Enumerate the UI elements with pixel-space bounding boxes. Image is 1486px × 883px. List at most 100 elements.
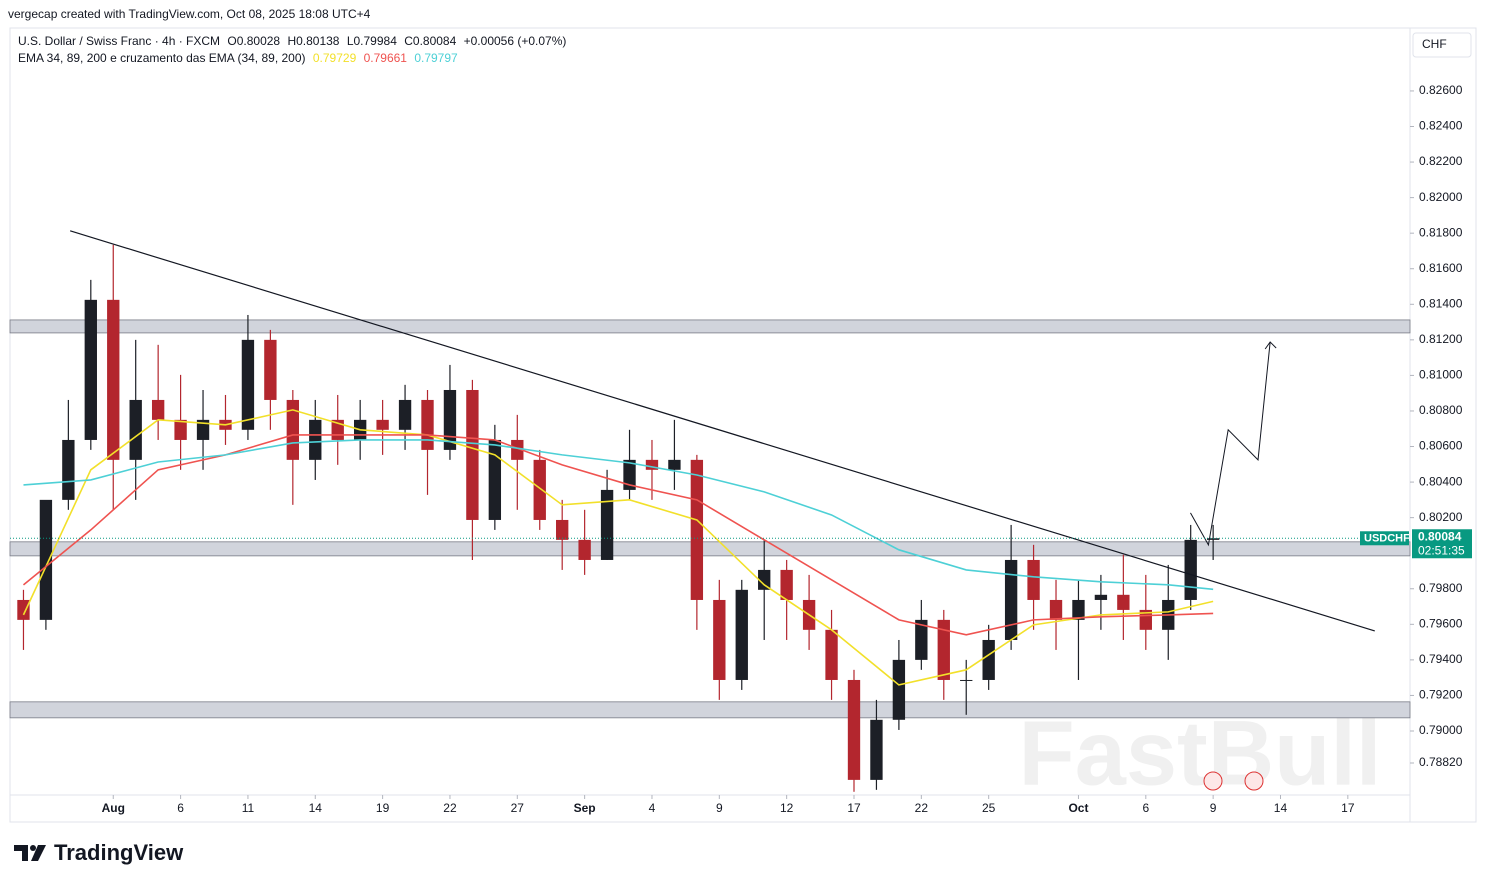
candle-body [129, 399, 142, 460]
candle-body [309, 419, 322, 460]
candle-body [690, 459, 704, 600]
candle-body [847, 679, 861, 780]
candle-body [556, 519, 569, 540]
candle-body [1004, 559, 1018, 640]
symbol-tag [1360, 531, 1409, 546]
ohlc: O0.80028 [227, 34, 281, 48]
ohlc: H0.80138 [287, 34, 340, 48]
currency-box[interactable] [1412, 32, 1472, 58]
price-tag-countdown: 02:51:35 [1418, 543, 1465, 557]
candle-body [241, 339, 255, 430]
legend-main: U.S. Dollar / Swiss Franc · 4h · FXCM O0… [18, 34, 570, 48]
candle-body [780, 569, 793, 600]
candle-body [1027, 559, 1040, 600]
x-tick-label: 9 [1210, 801, 1217, 815]
plot-area [9, 230, 1411, 792]
candle-body [1206, 538, 1220, 540]
candle-body [421, 399, 434, 450]
candle-body [376, 419, 389, 430]
x-tick-label: Oct [1068, 801, 1088, 815]
watermark: FastBull [1019, 702, 1382, 804]
price-tag-value: 0.80084 [1418, 529, 1462, 543]
y-tick-label: 0.79800 [1419, 581, 1463, 595]
candle-body [623, 459, 636, 490]
candle-body [937, 619, 950, 680]
candle-body [1072, 599, 1085, 620]
indicator-value: 0.79661 [363, 51, 407, 65]
y-tick-label: 0.79000 [1419, 723, 1463, 737]
candle-body [84, 299, 97, 440]
candle-body [511, 439, 524, 460]
y-tick-label: 0.82600 [1419, 83, 1463, 97]
watermark-icon [1203, 771, 1223, 791]
ohlc-change: +0.00056 (+0.07%) [463, 34, 567, 48]
candle-body [151, 399, 165, 420]
x-tick-label: 9 [716, 801, 723, 815]
candle-body [1094, 594, 1108, 600]
y-tick-label: 0.81000 [1419, 368, 1463, 382]
candle-body [398, 399, 412, 430]
zone [9, 541, 1411, 557]
candle-body [264, 339, 277, 400]
candle-body [668, 459, 681, 470]
brand-logo [14, 845, 46, 861]
legend-indicator: EMA 34, 89, 200 e cruzamento das EMA (34… [18, 51, 462, 65]
y-tick-label: 0.81200 [1419, 332, 1463, 346]
y-tick-label: 0.82000 [1419, 190, 1463, 204]
candle-body [892, 659, 906, 720]
candle-body [196, 419, 210, 440]
candle-body [533, 459, 546, 520]
candle-body [870, 719, 883, 780]
x-tick-label: 22 [915, 801, 929, 815]
y-tick-label: 0.80800 [1419, 403, 1463, 417]
y-tick-label: 0.80600 [1419, 439, 1463, 453]
candle-body [645, 459, 659, 470]
indicator: EMA 34, 89, 200 e cruzamento das EMA (34… [18, 51, 306, 65]
candle-body [286, 399, 300, 460]
y-tick-label: 0.78820 [1419, 755, 1463, 769]
x-tick-label: 25 [982, 801, 996, 815]
candle-body [735, 589, 748, 680]
y-tick-label: 0.79200 [1419, 688, 1463, 702]
brand: TradingView [14, 840, 183, 866]
brand-name: TradingView [54, 840, 184, 865]
x-tick-label: 14 [1274, 801, 1288, 815]
x-tick-label: Sep [574, 801, 596, 815]
candle-body [39, 499, 53, 620]
x-tick-label: 22 [443, 801, 457, 815]
y-tick-label: 0.80200 [1419, 510, 1463, 524]
ema-line [23, 439, 1214, 591]
x-tick-label: Aug [102, 801, 125, 815]
watermark-icon [1244, 771, 1264, 791]
candle-body [600, 489, 614, 560]
x-tick-label: 6 [1142, 801, 1149, 815]
candle-body [1117, 594, 1130, 610]
zone [9, 701, 1411, 719]
instrument: U.S. Dollar / Swiss Franc · 4h · FXCM [18, 34, 221, 48]
y-tick-label: 0.81800 [1419, 225, 1463, 239]
y-tick-label: 0.79400 [1419, 652, 1463, 666]
y-tick-label: 0.82400 [1419, 119, 1463, 133]
candle-body [713, 599, 726, 680]
y-tick-label: 0.81600 [1419, 261, 1463, 275]
credit: vergecap created with TradingView.com, O… [8, 7, 371, 21]
currency: CHF [1422, 37, 1447, 51]
x-tick-label: 17 [1341, 801, 1355, 815]
x-tick-label: 19 [376, 801, 390, 815]
y-tick-label: 0.79600 [1419, 616, 1463, 630]
ohlc: C0.80084 [404, 34, 457, 48]
candle-body [174, 419, 187, 440]
candle-body [488, 439, 502, 520]
candle-body [915, 619, 928, 660]
candle-body [578, 539, 591, 560]
x-tick-label: 12 [780, 801, 794, 815]
x-tick-label: 27 [511, 801, 525, 815]
x-tick-label: 11 [242, 801, 255, 815]
x-tick-label: 17 [847, 801, 861, 815]
candle-body [443, 389, 457, 450]
candle-body [758, 569, 771, 590]
y-tick-label: 0.82200 [1419, 154, 1463, 168]
x-tick-label: 4 [649, 801, 656, 815]
